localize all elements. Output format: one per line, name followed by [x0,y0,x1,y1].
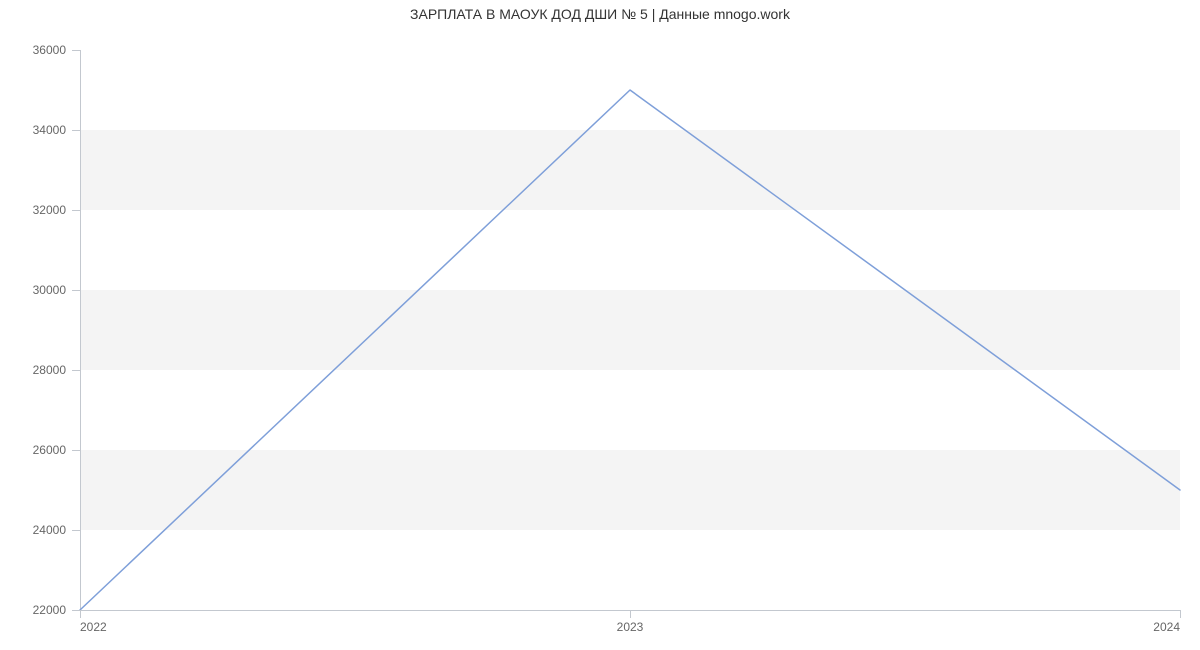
series-line-salary [80,90,1180,610]
y-tick [72,450,80,451]
y-tick [72,50,80,51]
y-tick-label: 30000 [0,283,66,297]
x-tick [80,610,81,618]
y-tick-label: 36000 [0,43,66,57]
y-tick [72,530,80,531]
y-tick [72,290,80,291]
y-tick [72,130,80,131]
y-tick-label: 24000 [0,523,66,537]
x-tick-label: 2022 [80,620,107,634]
x-tick-label: 2024 [1153,620,1180,634]
x-tick-label: 2023 [617,620,644,634]
y-tick [72,210,80,211]
y-tick-label: 34000 [0,123,66,137]
x-tick [1180,610,1181,618]
line-layer [80,50,1180,610]
x-tick [630,610,631,618]
y-tick [72,370,80,371]
y-tick-label: 22000 [0,603,66,617]
y-tick-label: 26000 [0,443,66,457]
y-tick-label: 28000 [0,363,66,377]
y-tick-label: 32000 [0,203,66,217]
plot-area [80,50,1180,610]
salary-line-chart: ЗАРПЛАТА В МАОУК ДОД ДШИ № 5 | Данные mn… [0,0,1200,650]
chart-title: ЗАРПЛАТА В МАОУК ДОД ДШИ № 5 | Данные mn… [0,6,1200,22]
